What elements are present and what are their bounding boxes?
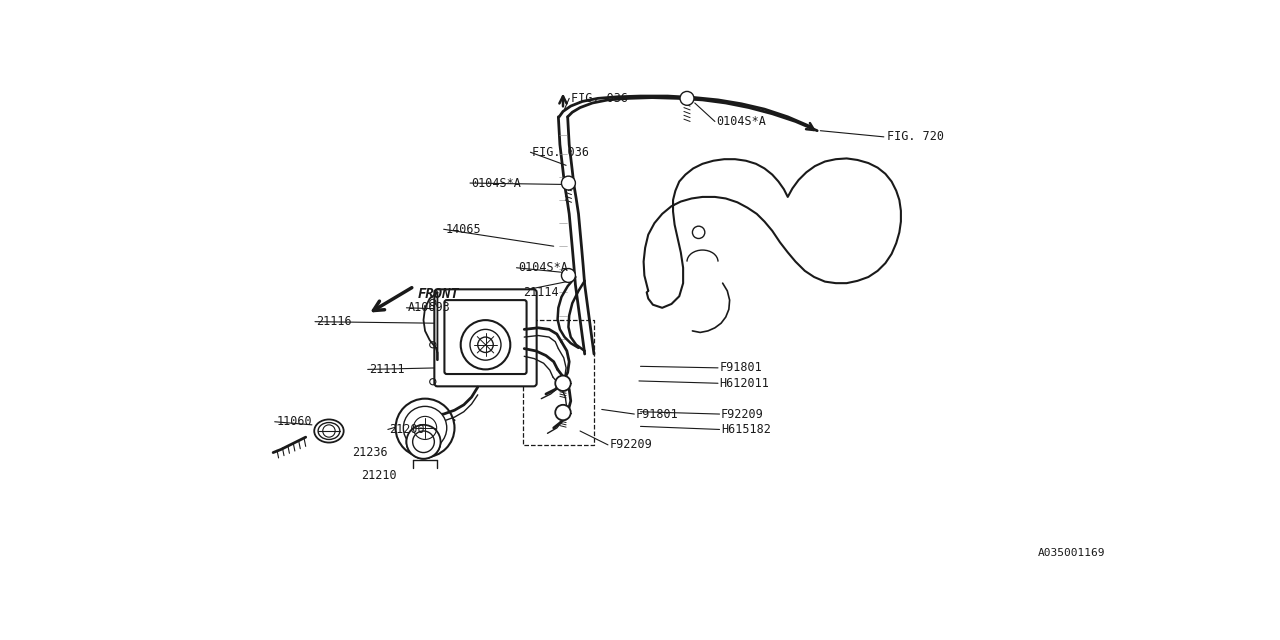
Text: H612011: H612011 (719, 377, 769, 390)
Text: H615182: H615182 (721, 423, 771, 436)
Text: F92209: F92209 (721, 408, 764, 420)
Text: 21114: 21114 (522, 286, 558, 299)
Text: 0104S*A: 0104S*A (717, 115, 767, 128)
Circle shape (556, 405, 571, 420)
Text: 14065: 14065 (445, 223, 481, 236)
Text: 21116: 21116 (316, 315, 352, 328)
Circle shape (470, 330, 500, 360)
Text: FIG. 036: FIG. 036 (532, 146, 589, 159)
FancyBboxPatch shape (444, 300, 526, 374)
Circle shape (407, 425, 440, 459)
Circle shape (477, 337, 493, 353)
Text: A035001169: A035001169 (1038, 548, 1106, 558)
Text: FRONT: FRONT (417, 287, 460, 301)
Text: 11060: 11060 (276, 415, 312, 428)
Ellipse shape (314, 419, 343, 442)
Circle shape (396, 399, 454, 457)
Circle shape (556, 376, 571, 391)
Text: 21200: 21200 (389, 423, 425, 436)
Text: FIG. 036: FIG. 036 (571, 92, 627, 105)
Text: 21210: 21210 (361, 469, 397, 482)
Text: FIG. 720: FIG. 720 (887, 131, 943, 143)
Text: 0104S*A: 0104S*A (471, 177, 521, 189)
Text: A10693: A10693 (408, 301, 451, 314)
Text: F91801: F91801 (719, 362, 763, 374)
Text: 0104S*A: 0104S*A (518, 261, 568, 275)
Circle shape (461, 320, 511, 369)
Circle shape (680, 92, 694, 106)
Circle shape (562, 269, 576, 282)
Text: 21236: 21236 (352, 446, 388, 459)
Text: 21111: 21111 (369, 363, 404, 376)
FancyBboxPatch shape (434, 289, 536, 387)
Circle shape (403, 406, 447, 449)
Text: F92209: F92209 (609, 438, 653, 451)
Circle shape (562, 176, 576, 190)
Text: F91801: F91801 (636, 408, 678, 420)
